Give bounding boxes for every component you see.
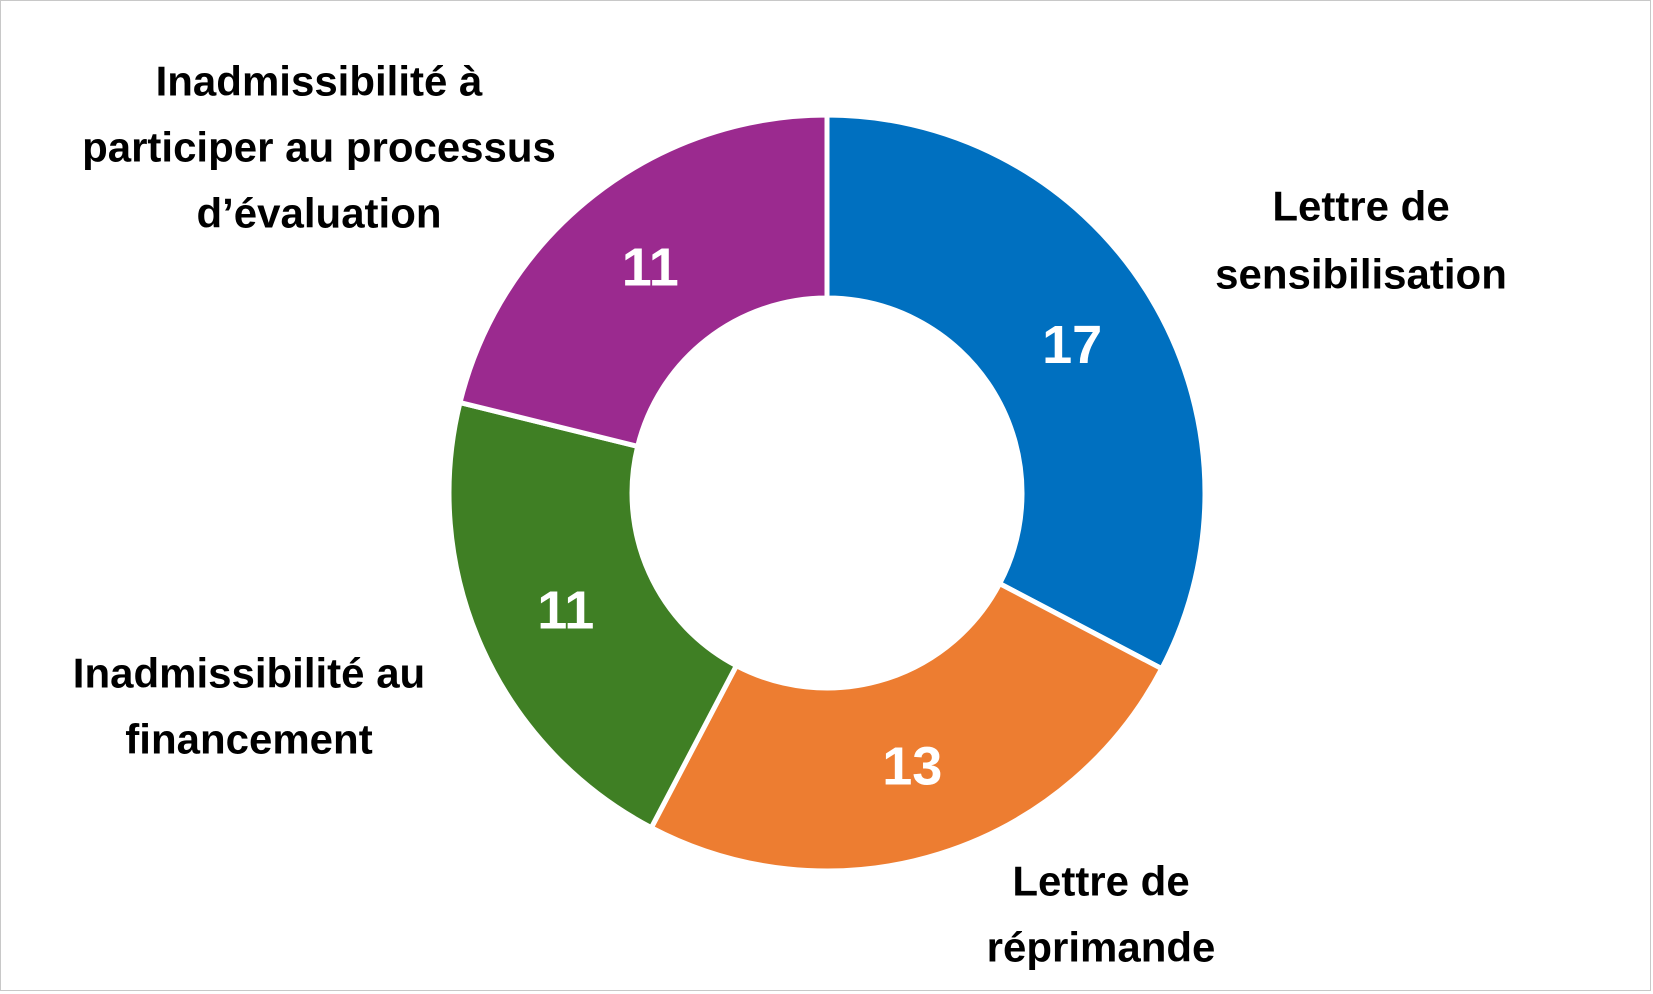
slice-value-label: 11 xyxy=(622,237,679,297)
donut-slice xyxy=(824,112,1208,673)
category-label-line: Inadmissibilité au xyxy=(73,650,425,697)
slice-category-label: Lettre de sensibilisation xyxy=(1215,183,1507,298)
slice-category-label: Lettre de réprimande xyxy=(987,858,1216,971)
category-label-line: participer au processus xyxy=(82,124,556,171)
slice-value-label: 11 xyxy=(537,581,594,641)
donut-slice xyxy=(647,580,1166,874)
category-label-line: financement xyxy=(125,716,372,763)
donut-slice xyxy=(446,399,740,832)
slice-category-label: Inadmissibilité au financement xyxy=(73,650,425,763)
slice-value-label: 17 xyxy=(1042,315,1102,375)
category-label-line: réprimande xyxy=(987,924,1216,971)
category-labels-layer: Lettre de sensibilisation Lettre de réprima… xyxy=(73,58,1507,971)
category-label-line: Inadmissibilité à xyxy=(156,58,483,105)
donut-slice xyxy=(456,112,830,450)
slice-category-label: Inadmissibilité à participer au processus… xyxy=(82,58,556,237)
category-label-line: d’évaluation xyxy=(196,190,441,237)
category-label-line: Lettre de xyxy=(1012,858,1189,905)
value-labels-layer: 17 13 11 11 xyxy=(537,237,1102,796)
category-label-line: Lettre de xyxy=(1272,183,1449,230)
slice-value-label: 13 xyxy=(882,737,942,797)
slices-layer xyxy=(446,112,1208,874)
category-label-line: sensibilisation xyxy=(1215,251,1507,298)
